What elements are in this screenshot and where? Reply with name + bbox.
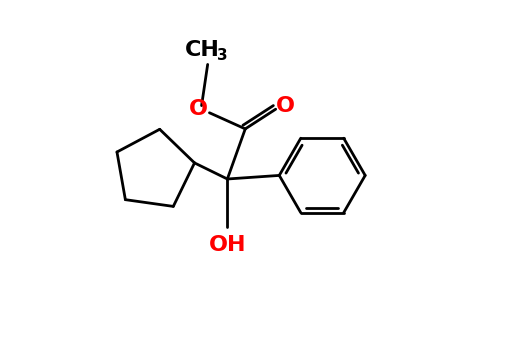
Text: CH: CH <box>185 40 220 60</box>
Text: O: O <box>276 96 295 116</box>
Text: 3: 3 <box>217 48 227 63</box>
Text: OH: OH <box>208 234 246 255</box>
Text: O: O <box>189 99 208 119</box>
